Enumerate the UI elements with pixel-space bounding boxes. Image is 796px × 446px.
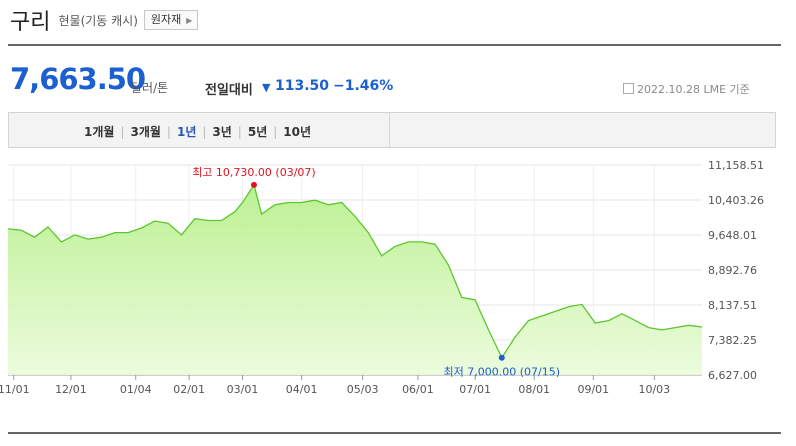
y-tick-label: 10,403.26 <box>708 194 764 207</box>
low-label: 최저 7,000.00 (07/15) <box>444 366 561 379</box>
change-label: 전일대비 <box>205 83 253 98</box>
x-tick-label: 02/01 <box>173 383 205 396</box>
x-tick-label: 08/01 <box>518 383 550 396</box>
raw-materials-label: 원자재 <box>150 13 182 26</box>
period-selector: 1개월 | 3개월 | 1년 | 3년 | 5년 | 10년 <box>8 112 776 148</box>
x-tick-label: 12/01 <box>55 383 87 396</box>
current-price: 7,663.50 <box>10 62 146 96</box>
x-tick-label: 01/04 <box>120 383 152 396</box>
y-tick-label: 6,627.00 <box>708 369 757 382</box>
price-unit: 달러/톤 <box>131 81 169 95</box>
page-subtitle: 현물(기동 캐시) <box>58 13 138 28</box>
period-tab[interactable]: 1년 <box>176 125 197 139</box>
header-divider <box>8 44 781 46</box>
period-tabs: 1개월 | 3개월 | 1년 | 3년 | 5년 | 10년 <box>84 123 311 140</box>
period-separator: | <box>120 124 125 139</box>
x-tick-label: 07/01 <box>459 383 491 396</box>
x-tick-label: 10/03 <box>638 383 670 396</box>
x-tick-label: 09/01 <box>577 383 609 396</box>
raw-materials-button[interactable]: 원자재 ▶ <box>143 10 199 30</box>
y-tick-label: 7,382.25 <box>708 334 757 347</box>
period-separator: | <box>237 124 242 139</box>
change-percent: −1.46% <box>333 78 394 94</box>
chevron-right-icon: ▶ <box>186 16 193 25</box>
x-tick-label: 05/03 <box>347 383 379 396</box>
price-summary: 7,663.50 달러/톤 전일대비 ▼ 113.50 −1.46% 2022.… <box>10 62 785 98</box>
high-label: 최고 10,730.00 (03/07) <box>192 166 316 179</box>
calendar-icon <box>623 83 634 94</box>
y-tick-label: 8,892.76 <box>708 264 757 277</box>
y-tick-label: 9,648.01 <box>708 229 757 242</box>
period-tab[interactable]: 10년 <box>283 125 312 139</box>
y-tick-label: 11,158.51 <box>708 159 764 172</box>
period-tab[interactable]: 3년 <box>212 125 232 139</box>
y-tick-label: 8,137.51 <box>708 299 757 312</box>
header: 구리 현물(기동 캐시) 원자재 ▶ <box>10 6 199 35</box>
high-point <box>250 181 257 188</box>
price-area <box>8 184 702 375</box>
price-chart: 11,158.51 10,403.26 9,648.01 8,892.76 8,137.… <box>0 159 764 396</box>
period-tab[interactable]: 5년 <box>247 125 268 139</box>
footer-divider <box>8 432 781 434</box>
reference-date: 2022.10.28 LME 기준 <box>623 81 750 97</box>
down-triangle-icon: ▼ <box>262 81 271 94</box>
reference-date-text: 2022.10.28 LME 기준 <box>637 83 750 96</box>
change-value: 113.50 <box>275 78 330 94</box>
period-bar-divider <box>389 113 390 147</box>
period-separator: | <box>202 124 207 139</box>
x-tick-label: 03/01 <box>227 383 259 396</box>
period-tab[interactable]: 1개월 <box>84 125 115 139</box>
period-separator: | <box>166 124 171 139</box>
period-separator: | <box>273 124 278 139</box>
low-point <box>498 354 505 361</box>
x-tick-label: 11/01 <box>0 383 30 396</box>
period-tab[interactable]: 3개월 <box>130 125 161 139</box>
price-line <box>7 183 703 360</box>
x-tick-label: 04/01 <box>286 383 318 396</box>
page-title: 구리 <box>10 10 51 35</box>
x-tick-label: 06/01 <box>402 383 434 396</box>
